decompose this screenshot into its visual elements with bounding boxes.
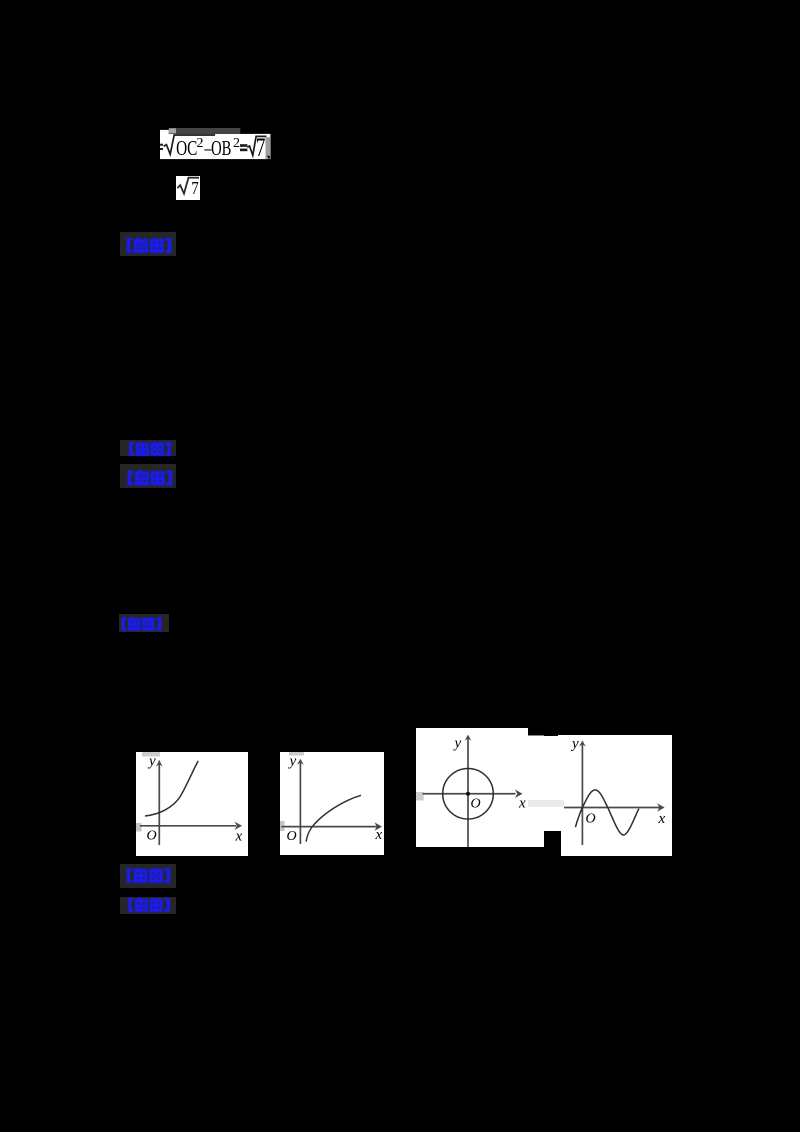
svg-text:OB: OB — [211, 136, 231, 160]
svg-text:2: 2 — [233, 136, 240, 151]
svg-text:y: y — [288, 754, 297, 770]
svg-text:x: x — [375, 827, 383, 843]
svg-text:O: O — [471, 797, 481, 812]
svg-text:O: O — [147, 829, 157, 844]
svg-text:–: – — [204, 136, 212, 160]
svg-text:O: O — [287, 829, 297, 844]
svg-text:x: x — [235, 829, 243, 845]
svg-text:O: O — [586, 812, 596, 827]
svg-text:x: x — [658, 811, 666, 827]
svg-text:y: y — [570, 736, 579, 752]
svg-text:,: , — [266, 142, 271, 161]
svg-text:y: y — [147, 754, 156, 770]
svg-text:7: 7 — [256, 133, 266, 160]
svg-text:7: 7 — [191, 178, 199, 198]
svg-text:2: 2 — [197, 136, 204, 151]
svg-text:OC: OC — [176, 136, 197, 160]
svg-text:y: y — [453, 736, 462, 752]
svg-text:x: x — [518, 796, 526, 812]
